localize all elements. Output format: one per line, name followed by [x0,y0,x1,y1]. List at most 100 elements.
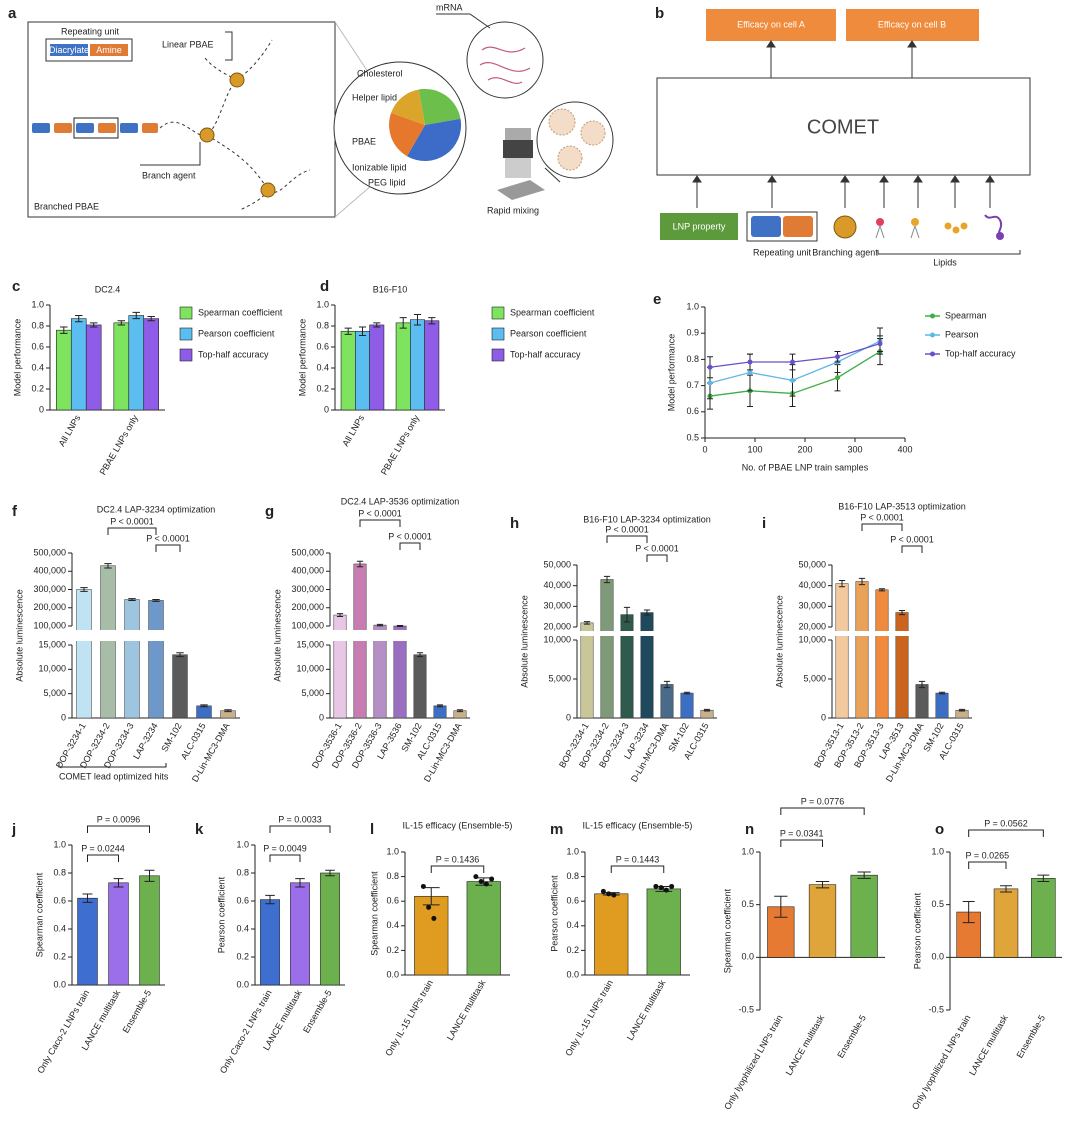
p-value: P < 0.0001 [388,531,432,541]
label: Branch agent [142,170,196,180]
p-value: P = 0.0776 [801,796,845,806]
legend-label: Spearman [945,310,987,320]
axis-break [826,631,974,636]
error-bar [898,609,906,616]
bar [172,654,188,719]
error-bar [152,599,160,602]
significance-bracket [901,545,923,553]
legend-label: Top-half accuracy [510,349,581,359]
error-bar [416,652,424,658]
data-point [473,874,479,880]
error-bar [396,624,404,628]
y-tick-label: 0.4 [236,923,249,933]
footnote-bracket [58,763,167,768]
data-point [747,370,753,375]
data-point [489,876,495,882]
legend-swatch [179,348,193,362]
y-tick-label: 0.6 [686,406,699,416]
panel-label: f [12,503,18,520]
x-tick-label: Only Caco-2 LNPs train [35,988,91,1075]
x-tick-label: LANCE multitask [445,978,488,1042]
x-tick-label: LANCE multitask [967,1013,1010,1077]
chart-title: IL-15 efficacy (Ensemble-5) [403,820,513,830]
data-point [483,881,489,887]
diacrylate [50,44,88,56]
y-tick-label: 200,000 [33,602,66,612]
y-tick-label: 0.8 [686,354,699,364]
y-tick-label: 20,000 [543,621,571,631]
data-point [663,887,669,893]
data-point [431,915,437,921]
chart-title: IL-15 efficacy (Ensemble-5) [583,820,693,830]
mixer [497,128,561,200]
y-tick-label: 10,000 [296,664,324,674]
panel-label: d [320,278,329,295]
error-bar [858,577,866,586]
y-tick-label: 0.6 [566,896,579,906]
error-bar [356,560,364,568]
series-line [709,343,881,368]
error-bar [603,575,611,584]
mrna-zoom [466,21,544,99]
y-axis-label: Pearson coefficient [216,876,226,953]
x-tick-label: LAP-3234 [131,721,160,761]
y-tick-label: 0.7 [686,380,699,390]
x-tick-label: 0 [702,444,707,454]
y-tick-label: 200,000 [291,602,324,612]
output-label: Efficacy on cell A [737,19,805,29]
x-tick-label: LANCE multitask [625,978,668,1042]
y-tick-label: 10,000 [38,664,66,674]
bar [128,315,145,411]
axis-break [324,630,472,641]
y-axis-label: Absolute luminescence [774,595,784,688]
bar [680,692,694,719]
panel-b: b Efficacy on cell A Efficacy on cell B … [655,5,1031,267]
data-point [835,375,840,381]
y-tick-label: 0.0 [53,979,66,989]
y-tick-label: 0.2 [386,945,399,955]
y-tick-label: 5,000 [43,688,66,698]
legend-label: Spearman coefficient [198,307,283,317]
data-point [707,380,713,386]
y-tick-label: 15,000 [38,639,66,649]
error-bar [376,623,384,627]
x-tick-label: Only Caco-2 LNPs train [218,988,274,1075]
bar [320,872,340,986]
y-tick-label: 0.9 [686,328,699,338]
error-bar [938,691,946,695]
bar [413,654,427,719]
bar [355,330,370,411]
bar [113,322,130,411]
error-bar [147,316,155,322]
chart-title: DC2.4 [95,284,121,294]
particles [548,108,606,171]
p-value: P < 0.0001 [635,543,679,553]
y-tick-label: 30,000 [798,601,826,611]
y-axis-label: Spearman coefficient [722,888,732,973]
error-bar [373,322,381,328]
error-bar [428,317,436,325]
bar [70,318,87,411]
panel-label: b [655,5,664,22]
y-tick-label: 0.8 [236,867,249,877]
y-tick-label: 50,000 [798,559,826,569]
y-tick-label: 0.4 [386,920,399,930]
error-bar [1037,874,1050,882]
error-bar [857,871,871,879]
panel-label: n [745,821,754,838]
y-tick-label: 1.0 [236,839,249,849]
y-axis-label: Pearson coefficient [912,892,922,969]
y-tick-label: 10,000 [798,634,826,644]
bar [100,565,116,719]
output-box [706,9,836,41]
data-point [790,377,795,383]
error-bar [399,317,407,329]
bar [660,684,674,719]
error-bar [703,708,711,712]
error-bar [878,588,886,592]
error-bar [200,704,208,708]
diacrylate [751,216,781,237]
chart-title: B16-F10 [373,284,408,294]
zoom-line [334,21,373,79]
